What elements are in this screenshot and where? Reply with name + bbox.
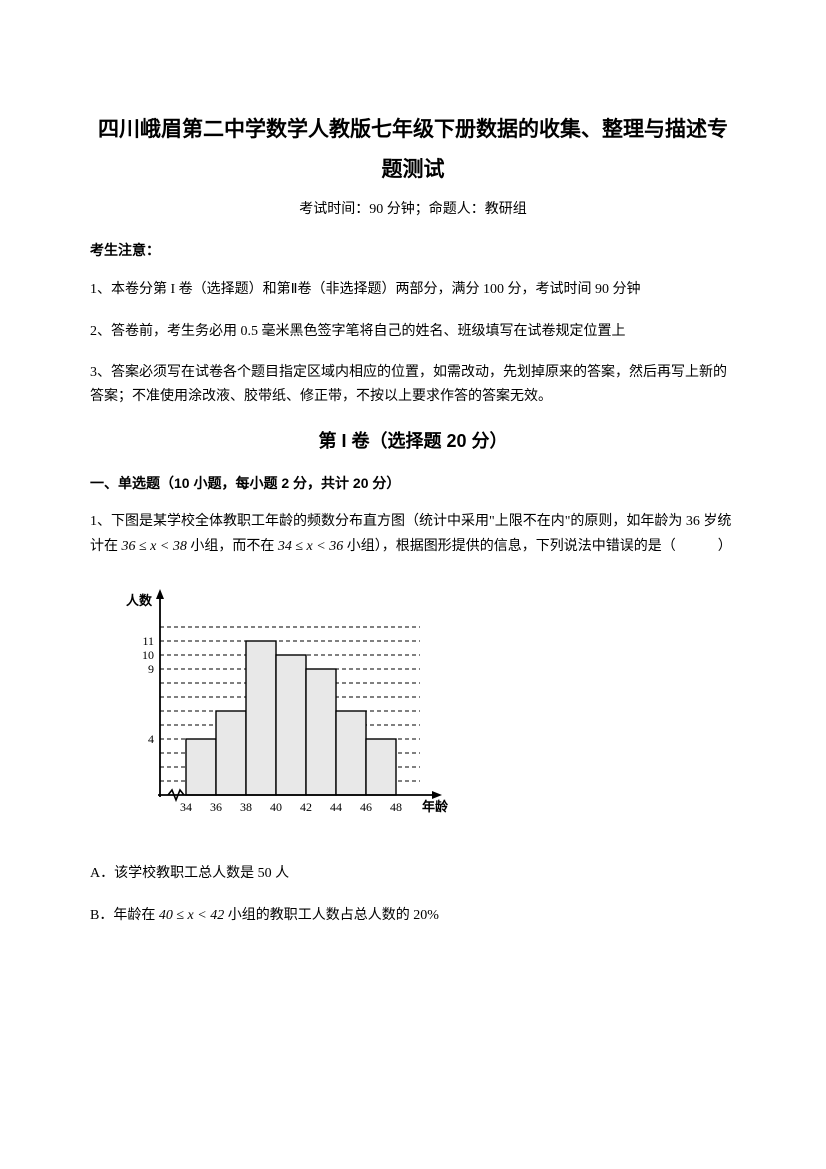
notice-heading: 考生注意： <box>90 240 736 260</box>
option-b-range: 40 ≤ x < 42 <box>159 908 224 923</box>
histogram-chart: 4 91011 34 36 38 40 42 44 46 48 人数年龄 <box>108 577 736 832</box>
svg-text:10: 10 <box>142 648 154 662</box>
exam-subtitle: 考试时间：90 分钟；命题人：教研组 <box>90 198 736 218</box>
svg-text:46: 46 <box>360 800 372 814</box>
q1-range1: 36 ≤ x < 38 <box>122 539 187 554</box>
notice-item: 2、答卷前，考生务必用 0.5 毫米黑色签字笔将自己的姓名、班级填写在试卷规定位… <box>90 320 736 344</box>
svg-text:34: 34 <box>180 800 192 814</box>
svg-text:42: 42 <box>300 800 312 814</box>
notice-item: 3、答案必须写在试卷各个题目指定区域内相应的位置，如需改动，先划掉原来的答案，然… <box>90 361 736 409</box>
q1-text: 小组），根据图形提供的信息，下列说法中错误的是（ ） <box>343 539 732 554</box>
subsection-title: 一、单选题（10 小题，每小题 2 分，共计 20 分） <box>90 473 736 493</box>
svg-text:4: 4 <box>148 732 154 746</box>
svg-text:人数: 人数 <box>126 593 153 608</box>
svg-text:40: 40 <box>270 800 282 814</box>
option-b-post: 小组的教职工人数占总人数的 20% <box>224 908 439 923</box>
svg-text:11: 11 <box>142 634 154 648</box>
title-line1: 四川峨眉第二中学数学人教版七年级下册数据的收集、整理与描述专 <box>90 110 736 150</box>
section-title: 第 I 卷（选择题 20 分） <box>90 427 736 453</box>
option-a: A．该学校教职工总人数是 50 人 <box>90 862 736 886</box>
svg-text:38: 38 <box>240 800 252 814</box>
q1-range2: 34 ≤ x < 36 <box>278 539 343 554</box>
svg-text:9: 9 <box>148 662 154 676</box>
question-1: 1、下图是某学校全体教职工年龄的频数分布直方图（统计中采用"上限不在内"的原则，… <box>90 509 736 559</box>
svg-text:44: 44 <box>330 800 342 814</box>
q1-text: 小组，而不在 <box>187 539 278 554</box>
page-title: 四川峨眉第二中学数学人教版七年级下册数据的收集、整理与描述专 题测试 <box>90 110 736 190</box>
option-b: B．年龄在 40 ≤ x < 42 小组的教职工人数占总人数的 20% <box>90 904 736 928</box>
notice-item: 1、本卷分第 I 卷（选择题）和第Ⅱ卷（非选择题）两部分，满分 100 分，考试… <box>90 278 736 302</box>
svg-text:36: 36 <box>210 800 222 814</box>
option-b-pre: B．年龄在 <box>90 908 159 923</box>
svg-text:年龄: 年龄 <box>422 799 449 814</box>
histogram-svg: 4 91011 34 36 38 40 42 44 46 48 人数年龄 <box>108 577 468 827</box>
svg-text:48: 48 <box>390 800 402 814</box>
title-line2: 题测试 <box>90 150 736 190</box>
